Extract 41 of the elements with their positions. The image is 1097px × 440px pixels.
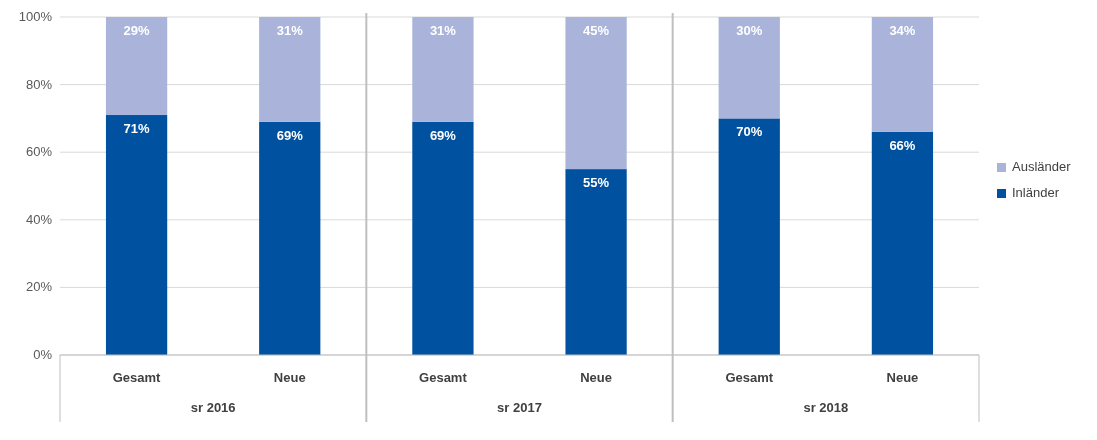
data-label: 45% <box>583 23 610 38</box>
bar <box>871 17 934 132</box>
bar <box>718 17 780 119</box>
y-tick-label: 60% <box>25 144 53 160</box>
text: sr 2017 <box>497 400 542 415</box>
bar <box>718 118 780 355</box>
legend-label: Inländer <box>1012 185 1060 200</box>
bar <box>871 131 934 355</box>
data-label: 69% <box>429 127 457 143</box>
x-tick-label: Neue <box>273 370 306 385</box>
data-label: 29% <box>123 23 151 38</box>
x-tick-label: Gesamt <box>725 370 774 385</box>
bar <box>565 17 627 170</box>
data-label: 66% <box>889 137 916 153</box>
text: sr 2016 <box>190 400 236 415</box>
data-label: 71% <box>123 121 151 137</box>
data-label: 55% <box>583 175 610 191</box>
data-label: 69% <box>276 127 304 143</box>
data-label: 34% <box>889 23 916 38</box>
x-tick-label: Neue <box>580 370 612 385</box>
bar <box>412 121 474 355</box>
bar <box>105 17 168 116</box>
y-tick-label: 20% <box>25 279 53 295</box>
bar <box>412 17 474 122</box>
bar <box>565 169 627 355</box>
data-label: 70% <box>736 124 763 140</box>
y-tick-label: 0% <box>33 347 53 362</box>
bar <box>105 115 168 355</box>
legend-label: Ausländer <box>1012 159 1072 174</box>
y-tick-label: 80% <box>25 76 53 92</box>
data-label: 31% <box>429 23 457 38</box>
data-label: 31% <box>276 23 304 38</box>
y-tick-label: 100% <box>18 9 53 24</box>
text: sr 2018 <box>803 400 849 415</box>
data-label: 30% <box>736 23 763 38</box>
x-tick-label: Gesamt <box>419 370 468 385</box>
bar <box>259 121 321 355</box>
x-tick-label: Neue <box>886 370 919 385</box>
bar <box>259 17 321 122</box>
x-tick-label: Gesamt <box>112 370 162 385</box>
y-tick-label: 40% <box>25 211 53 227</box>
